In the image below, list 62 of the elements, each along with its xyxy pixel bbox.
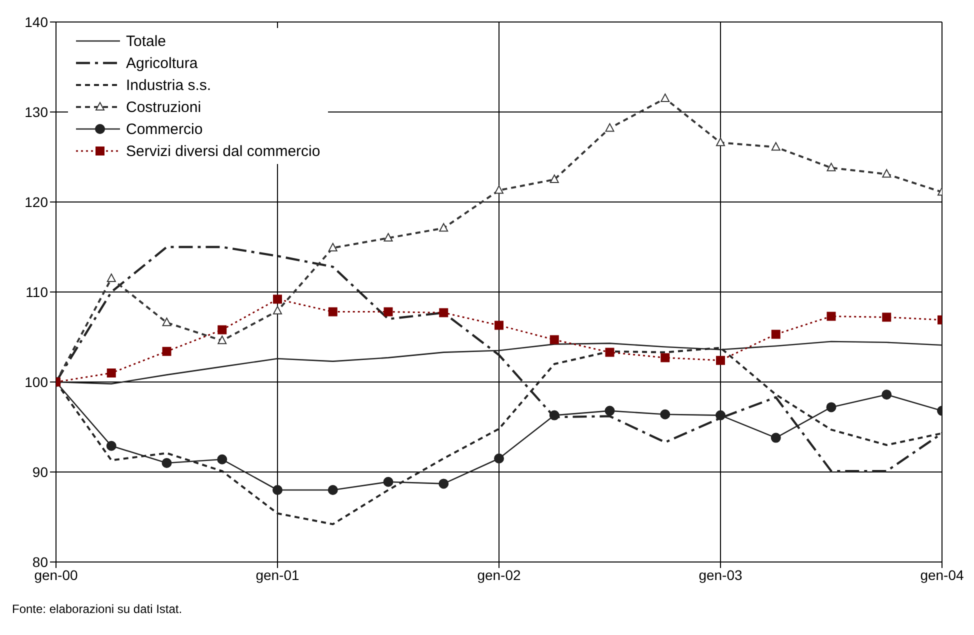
legend-label: Costruzioni xyxy=(126,98,202,116)
point xyxy=(217,454,228,464)
y-tick-label: 100 xyxy=(24,374,48,390)
point xyxy=(438,478,449,489)
point xyxy=(882,390,892,400)
point xyxy=(494,185,504,194)
point xyxy=(660,353,670,362)
source-note: Fonte: elaborazioni su dati Istat. xyxy=(12,602,184,616)
point xyxy=(162,346,172,356)
point xyxy=(328,485,338,495)
point xyxy=(716,356,725,365)
point xyxy=(384,307,393,316)
point xyxy=(660,409,670,420)
point xyxy=(106,440,116,451)
point xyxy=(162,458,172,468)
x-tick-label: gen-02 xyxy=(477,566,522,583)
point xyxy=(218,336,227,344)
point xyxy=(328,307,338,316)
point xyxy=(550,335,559,344)
y-tick-label: 140 xyxy=(24,14,48,30)
legend-label: Commercio xyxy=(126,120,203,138)
point xyxy=(162,318,172,326)
point xyxy=(605,348,614,357)
legend-label: Servizi diversi dal commercio xyxy=(126,142,320,160)
point xyxy=(439,223,448,232)
point xyxy=(826,162,836,172)
legend-label: Industria s.s. xyxy=(126,76,212,94)
point xyxy=(106,368,116,378)
x-tick-label: gen-01 xyxy=(256,566,300,583)
point xyxy=(439,308,448,318)
point xyxy=(826,312,836,321)
point xyxy=(218,325,227,334)
x-tick-label: gen-04 xyxy=(920,566,964,583)
point xyxy=(494,320,504,330)
point xyxy=(273,306,282,314)
point xyxy=(826,402,836,412)
point xyxy=(605,123,614,132)
point xyxy=(550,174,559,183)
y-tick-label: 90 xyxy=(32,464,48,480)
point xyxy=(272,485,282,495)
point xyxy=(383,476,394,487)
point xyxy=(384,233,393,242)
point xyxy=(882,169,892,178)
point xyxy=(660,94,670,102)
point xyxy=(770,432,781,443)
point xyxy=(604,406,615,416)
legend-label: Agricoltura xyxy=(126,54,198,72)
point xyxy=(549,410,560,420)
point xyxy=(328,242,338,252)
point xyxy=(771,142,780,151)
point xyxy=(273,294,282,304)
point xyxy=(494,454,504,464)
x-tick-label: gen-03 xyxy=(698,566,743,583)
point xyxy=(771,330,780,339)
legend-label: Totale xyxy=(126,32,166,50)
y-tick-label: 110 xyxy=(26,284,48,300)
point xyxy=(106,274,116,282)
y-tick-label: 130 xyxy=(24,104,48,120)
point xyxy=(882,312,892,322)
point xyxy=(716,410,726,420)
point xyxy=(716,138,725,146)
y-tick-label: 120 xyxy=(24,194,48,210)
